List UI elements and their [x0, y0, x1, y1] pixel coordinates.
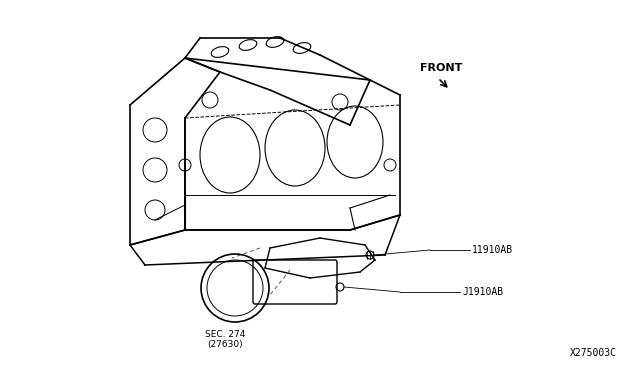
Text: SEC. 274
(27630): SEC. 274 (27630)	[205, 330, 245, 349]
Text: J1910AB: J1910AB	[462, 287, 503, 297]
Text: FRONT: FRONT	[420, 63, 462, 73]
Text: 11910AB: 11910AB	[472, 245, 513, 255]
Text: X275003C: X275003C	[570, 348, 617, 358]
